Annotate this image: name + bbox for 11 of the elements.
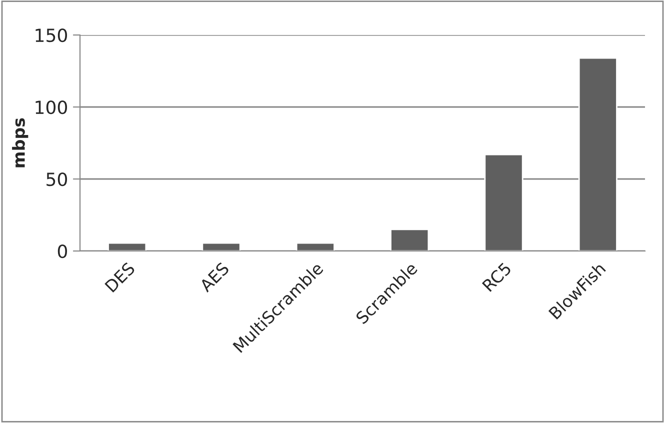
bar — [202, 242, 241, 251]
bar — [296, 242, 335, 251]
y-tick-label: 150 — [36, 28, 67, 42]
y-tick-label: 0 — [58, 244, 67, 258]
bar — [390, 228, 430, 251]
y-tick-label: 100 — [36, 100, 67, 114]
y-axis-title: mbps — [12, 118, 28, 168]
bar — [484, 154, 524, 251]
y-tick-label: 50 — [46, 172, 67, 186]
bar — [578, 57, 618, 251]
bar — [108, 242, 147, 251]
